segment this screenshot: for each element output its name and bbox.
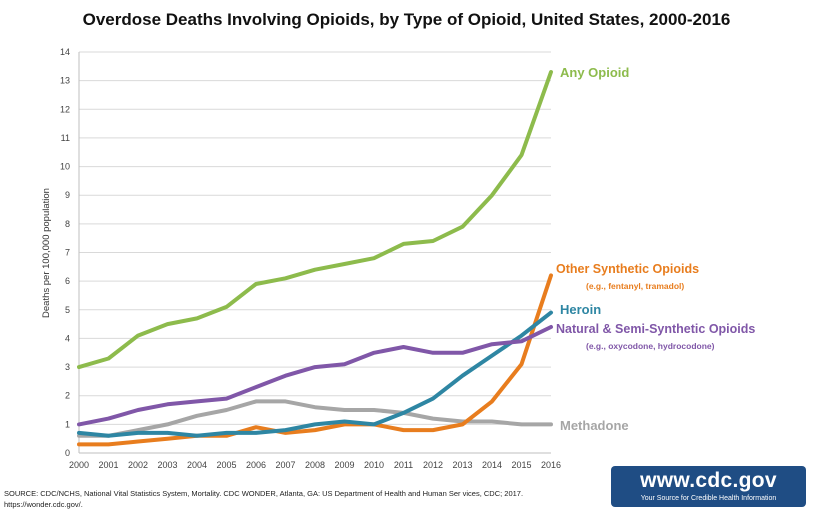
series-label-methadone: Methadone (560, 418, 629, 433)
cdc-logo: www.cdc.gov Your Source for Credible Hea… (611, 466, 806, 507)
x-tick-label: 2014 (482, 460, 502, 470)
x-tick-label: 2016 (541, 460, 561, 470)
series-line-methadone (77, 399, 553, 438)
x-tick-label: 2012 (423, 460, 443, 470)
y-tick-label: 1 (65, 419, 70, 429)
cdc-logo-tagline: Your Source for Credible Health Informat… (640, 495, 777, 502)
y-tick-label: 9 (65, 190, 70, 200)
y-tick-label: 8 (65, 219, 70, 229)
y-tick-label: 7 (65, 248, 70, 258)
x-tick-label: 2001 (98, 460, 118, 470)
x-tick-label: 2003 (157, 460, 177, 470)
y-tick-label: 2 (65, 391, 70, 401)
series-line-other-synthetic-opioids (77, 273, 553, 447)
x-tick-label: 2008 (305, 460, 325, 470)
series-label-heroin: Heroin (560, 302, 601, 317)
x-tick-label: 2000 (69, 460, 89, 470)
y-tick-label: 10 (60, 162, 70, 172)
y-axis-label: Deaths per 100,000 population (41, 188, 52, 318)
x-tick-label: 2013 (452, 460, 472, 470)
y-tick-label: 4 (65, 333, 70, 343)
x-tick-label: 2004 (187, 460, 207, 470)
series-line-natural-semi-synthetic-opioids (77, 325, 553, 427)
source-note: SOURCE: CDC/NCHS, National Vital Statist… (4, 489, 524, 509)
x-tick-label: 2007 (275, 460, 295, 470)
x-tick-label: 2010 (364, 460, 384, 470)
y-tick-label: 5 (65, 305, 70, 315)
series-line-heroin (77, 310, 553, 438)
series-label-natural-semi-synthetic-opioids: Natural & Semi-Synthetic Opioids (556, 322, 755, 336)
x-tick-label: 2009 (334, 460, 354, 470)
series-sublabel-other-synthetic-opioids: (e.g., fentanyl, tramadol) (586, 281, 684, 291)
x-tick-label: 2002 (128, 460, 148, 470)
y-tick-label: 14 (60, 47, 70, 57)
y-tick-label: 6 (65, 276, 70, 286)
series-sublabel-natural-semi-synthetic-opioids: (e.g., oxycodone, hydrocodone) (586, 341, 715, 351)
x-tick-label: 2006 (246, 460, 266, 470)
series-label-any-opioid: Any Opioid (560, 65, 629, 80)
series-label-other-synthetic-opioids: Other Synthetic Opioids (556, 262, 699, 276)
x-tick-label: 2005 (216, 460, 236, 470)
x-tick-label: 2015 (511, 460, 531, 470)
chart-title: Overdose Deaths Involving Opioids, by Ty… (82, 10, 731, 29)
y-tick-label: 3 (65, 362, 70, 372)
series-labels: Any Opioid Other Synthetic Opioids (e.g., … (556, 65, 755, 433)
cdc-logo-url: www.cdc.gov (640, 469, 777, 492)
x-tick-label: 2011 (394, 460, 413, 470)
y-tick-label: 11 (61, 133, 70, 143)
y-tick-label: 13 (60, 76, 70, 86)
y-tick-label: 0 (65, 448, 70, 458)
y-tick-label: 12 (60, 104, 70, 114)
series-lines (77, 70, 553, 447)
series-line-any-opioid (77, 70, 553, 370)
